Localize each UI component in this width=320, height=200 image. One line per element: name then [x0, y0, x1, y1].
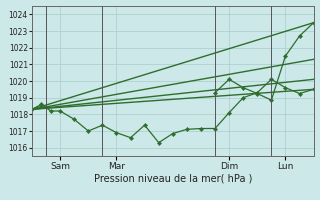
X-axis label: Pression niveau de la mer( hPa ): Pression niveau de la mer( hPa )	[94, 173, 252, 183]
